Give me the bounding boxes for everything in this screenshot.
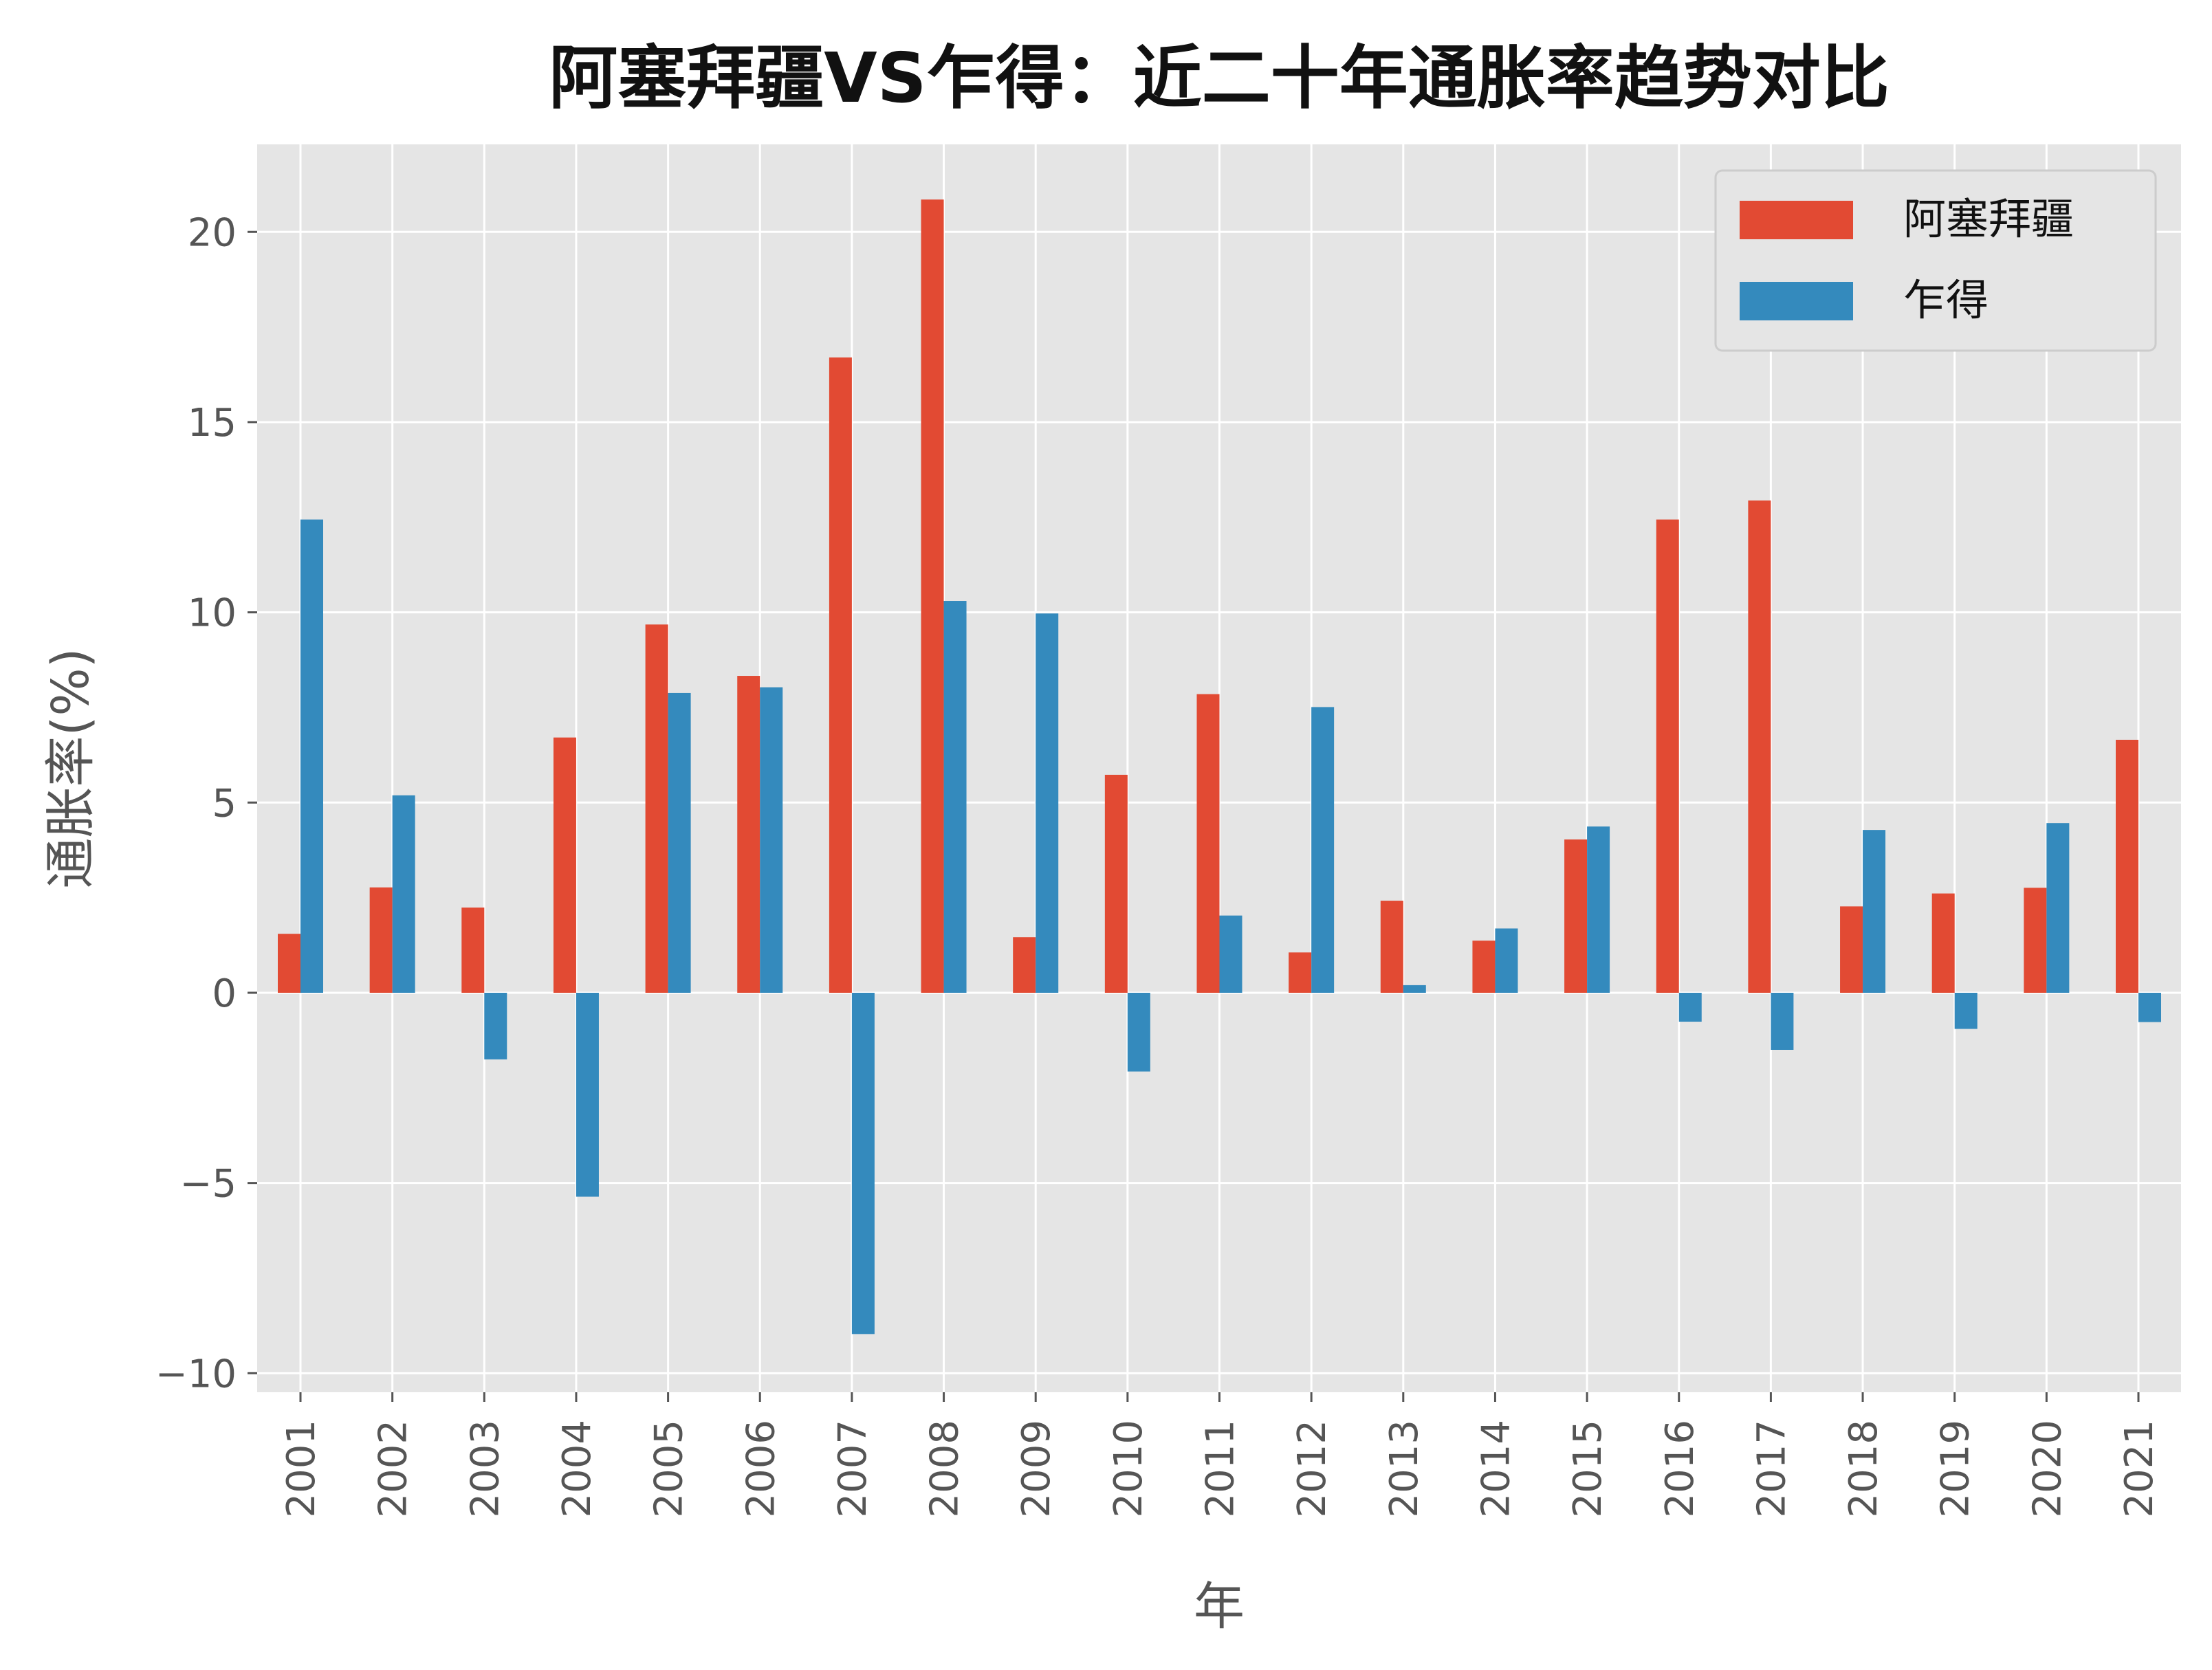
bar-azerbaijan <box>1564 839 1588 993</box>
bar-chad <box>1219 915 1242 993</box>
bar-azerbaijan <box>461 908 485 993</box>
bar-azerbaijan <box>1013 937 1036 993</box>
bar-azerbaijan <box>1289 952 1312 993</box>
x-tick-label: 2009 <box>1014 1420 1059 1518</box>
y-tick-label: 10 <box>188 591 237 636</box>
x-tick-label: 2018 <box>1841 1420 1886 1518</box>
x-tick-label: 2014 <box>1474 1420 1518 1518</box>
x-tick-label: 2004 <box>555 1420 600 1518</box>
bar-azerbaijan <box>369 887 393 993</box>
y-tick-label: −10 <box>155 1352 237 1396</box>
x-tick-label: 2010 <box>1106 1420 1151 1518</box>
bar-azerbaijan <box>737 676 760 993</box>
bar-chad <box>1495 928 1518 993</box>
x-tick-label: 2012 <box>1290 1420 1335 1518</box>
legend-swatch-chad <box>1740 282 1853 320</box>
bars <box>278 199 2161 1334</box>
bar-azerbaijan <box>1472 941 1496 993</box>
bar-chad <box>1863 830 1886 993</box>
bar-chad <box>1311 707 1335 993</box>
bar-azerbaijan <box>1380 901 1403 993</box>
x-tick-label: 2002 <box>371 1420 416 1518</box>
legend-label-chad: 乍得 <box>1903 275 1989 325</box>
y-tick-label: 5 <box>212 781 237 826</box>
legend: 阿塞拜疆 乍得 <box>1714 169 2157 352</box>
axis-ticks: −10 −5 0 5 10 15 20 2001 2002 2003 2004 2005 2006 200… <box>155 210 2162 1517</box>
bar-azerbaijan <box>829 357 852 993</box>
bar-chad <box>943 601 967 993</box>
bar-azerbaijan <box>278 934 300 993</box>
bar-azerbaijan <box>1656 519 1679 993</box>
bar-chad <box>760 687 783 993</box>
bar-chad <box>1036 613 1059 993</box>
x-tick-label: 2020 <box>2025 1420 2070 1518</box>
x-tick-label: 2003 <box>463 1420 507 1518</box>
bar-azerbaijan <box>645 624 668 993</box>
x-tick-label: 2019 <box>1934 1420 1978 1518</box>
bar-azerbaijan <box>2116 739 2138 993</box>
bar-azerbaijan <box>1748 500 1771 993</box>
chart-title: 阿塞拜疆VS乍得：近二十年通胀率趋势对比 <box>549 38 1889 118</box>
x-tick-label: 2005 <box>647 1420 692 1518</box>
bar-chad <box>576 992 599 1197</box>
bar-azerbaijan <box>1840 906 1863 993</box>
bar-chad <box>2138 992 2161 1022</box>
bar-azerbaijan <box>2024 888 2047 993</box>
bar-chad <box>484 992 507 1059</box>
x-tick-label: 2021 <box>2117 1420 2162 1518</box>
legend-swatch-azerbaijan <box>1740 201 1853 239</box>
bar-chad <box>392 795 415 993</box>
bar-azerbaijan <box>553 737 576 993</box>
x-tick-label: 2011 <box>1198 1420 1243 1518</box>
y-tick-label: 15 <box>188 401 237 446</box>
x-axis-label: 年 <box>1194 1577 1245 1636</box>
x-tick-label: 2016 <box>1658 1420 1702 1518</box>
bar-chad <box>1771 992 1794 1050</box>
legend-label-azerbaijan: 阿塞拜疆 <box>1903 194 2074 244</box>
bar-chad <box>1678 992 1702 1022</box>
bar-chad <box>1587 826 1610 993</box>
bar-azerbaijan <box>1104 774 1128 993</box>
y-tick-label: 0 <box>212 971 237 1016</box>
y-tick-label: 20 <box>188 210 237 255</box>
bar-chad <box>2046 823 2070 993</box>
bar-azerbaijan <box>921 199 944 993</box>
bar-chad <box>1403 985 1426 993</box>
x-tick-label: 2015 <box>1566 1420 1610 1518</box>
x-tick-label: 2007 <box>831 1420 875 1518</box>
x-tick-label: 2001 <box>279 1420 324 1518</box>
bar-chad <box>851 992 875 1334</box>
x-tick-label: 2013 <box>1382 1420 1427 1518</box>
bar-chad <box>1954 992 1978 1029</box>
bar-azerbaijan <box>1931 893 1955 993</box>
x-tick-label: 2017 <box>1749 1420 1794 1518</box>
x-tick-label: 2008 <box>923 1420 967 1518</box>
bar-azerbaijan <box>1196 694 1220 993</box>
bar-chad <box>668 692 691 993</box>
x-tick-label: 2006 <box>738 1420 783 1518</box>
bar-chad <box>300 519 323 993</box>
y-axis-label: 通胀率(%) <box>41 648 100 888</box>
y-tick-label: −5 <box>179 1162 237 1207</box>
bar-chad <box>1127 992 1150 1072</box>
